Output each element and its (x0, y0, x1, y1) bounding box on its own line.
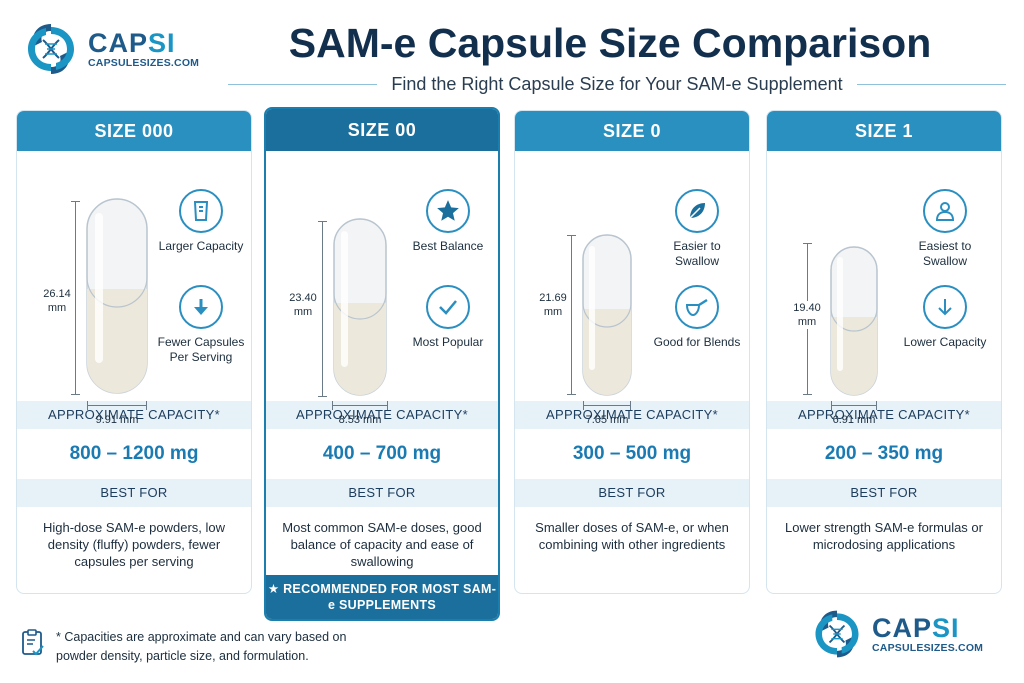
best-for-text: Lower strength SAM-e formulas or microdo… (785, 520, 983, 552)
feature-fewer-capsules: Fewer Capsules Per Serving (155, 285, 247, 365)
size-card-0: SIZE 0 21.69 mm 7.65 mm Easier to Swallo… (514, 110, 750, 594)
beaker-icon (179, 189, 223, 233)
footnote: * Capacities are approximate and can var… (20, 628, 376, 666)
length-label: 23.40 mm (284, 291, 322, 319)
capsule-image (582, 234, 632, 396)
scoop-icon (675, 285, 719, 329)
length-dimension-line (567, 235, 576, 395)
capsule-visual: 19.40 mm 6.91 mm Easiest to Swallow Lowe… (767, 151, 1001, 426)
size-card-1: SIZE 1 19.40 mm 6.91 mm Easiest to Swall… (766, 110, 1002, 594)
diameter-dimension-line (87, 401, 147, 410)
divider-left (228, 84, 378, 85)
diameter-label: 9.91 mm (95, 414, 139, 426)
capsule-image (333, 218, 387, 396)
feature-most-popular: Most Popular (402, 285, 494, 350)
capacity-label: APPROXIMATE CAPACITY* (17, 401, 251, 429)
footnote-text: * Capacities are approximate and can var… (56, 630, 347, 663)
star-icon (426, 189, 470, 233)
card-title: SIZE 1 (767, 111, 1001, 151)
clipboard-check-icon (22, 629, 44, 656)
brand-logo: CAPSI CAPSULESIZES.COM (20, 18, 199, 80)
card-title: SIZE 00 (266, 109, 498, 151)
diameter-label: 7.65 mm (585, 414, 629, 426)
brand-name: CAPSI (88, 28, 176, 58)
card-title: SIZE 000 (17, 111, 251, 151)
feature-easier-to-swallow: Easier to Swallow (651, 189, 743, 269)
best-for-label: BEST FOR (515, 479, 749, 507)
best-for-label: BEST FOR (767, 479, 1001, 507)
capsule-visual: 21.69 mm 7.65 mm Easier to Swallow Good … (515, 151, 749, 426)
best-for-text: Most common SAM-e doses, good balance of… (282, 520, 482, 569)
capsule-image (830, 246, 878, 396)
diameter-dimension-line (831, 401, 877, 410)
best-for-text: High-dose SAM-e powders, low density (fl… (42, 520, 226, 569)
feature-good-for-blends: Good for Blends (651, 285, 743, 350)
diameter-dimension-line (583, 401, 631, 410)
capacity-value: 200 – 350 mg (824, 443, 944, 464)
brand-name: CAPSI (872, 613, 960, 643)
feature-best-balance: Best Balance (402, 189, 494, 254)
brand-site: CAPSULESIZES.COM (872, 642, 984, 654)
brand-site: CAPSULESIZES.COM (88, 57, 200, 69)
length-label: 21.69 mm (535, 291, 571, 319)
page-title: SAM-e Capsule Size Comparison (288, 20, 932, 66)
page-subtitle: Find the Right Capsule Size for Your SAM… (391, 74, 843, 94)
feature-easiest-to-swallow: Easiest to Swallow (899, 189, 991, 269)
subtitle-row: Find the Right Capsule Size for Your SAM… (228, 74, 1006, 95)
best-for-label: BEST FOR (17, 479, 251, 507)
recommended-banner: ★ RECOMMENDED FOR MOST SAM-e SUPPLEMENTS (266, 575, 498, 619)
capacity-label: APPROXIMATE CAPACITY* (515, 401, 749, 429)
divider-right (856, 84, 1006, 85)
diameter-label: 8.53 mm (338, 414, 382, 426)
diameter-label: 6.91 mm (832, 414, 876, 426)
length-dimension-line (318, 221, 327, 397)
size-card-000: SIZE 000 26.14 mm 9.91 mm Larger Capacit… (16, 110, 252, 594)
length-dimension-line (71, 201, 80, 395)
length-label: 19.40 mm (787, 301, 827, 329)
best-for-label: BEST FOR (266, 479, 498, 507)
check-icon (426, 285, 470, 329)
capsule-visual: 26.14 mm 9.91 mm Larger Capacity Fewer C… (17, 151, 251, 426)
dna-logo-icon (815, 610, 859, 658)
feature-lower-capacity: Lower Capacity (899, 285, 991, 350)
brand-logo-bottom: CAPSI CAPSULESIZES.COM (808, 605, 983, 663)
size-card-00: SIZE 00 23.40 mm 8.53 mm Best Balance Mo… (264, 107, 500, 621)
best-for-text: Smaller doses of SAM-e, or when combinin… (535, 520, 729, 552)
dna-logo-icon (28, 24, 74, 74)
feature-larger-capacity: Larger Capacity (155, 189, 247, 254)
capacity-value: 800 – 1200 mg (69, 443, 199, 464)
capacity-value: 300 – 500 mg (572, 443, 692, 464)
capsule-visual: 23.40 mm 8.53 mm Best Balance Most Popul… (266, 151, 498, 426)
arrow-down-icon (923, 285, 967, 329)
capsule-image (86, 198, 148, 394)
leaf-icon (675, 189, 719, 233)
diameter-dimension-line (332, 401, 388, 410)
person-icon (923, 189, 967, 233)
capacity-label: APPROXIMATE CAPACITY* (767, 401, 1001, 429)
length-label: 26.14 mm (39, 287, 75, 315)
arrow-down-icon (179, 285, 223, 329)
card-title: SIZE 0 (515, 111, 749, 151)
capacity-value: 400 – 700 mg (322, 443, 442, 464)
